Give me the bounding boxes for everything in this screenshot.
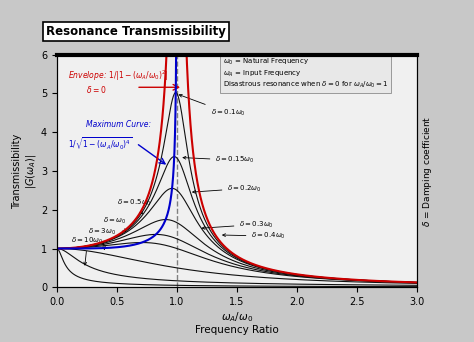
Text: Maximum Curve:: Maximum Curve:	[86, 120, 151, 129]
Text: $\delta = 3\omega_0$: $\delta = 3\omega_0$	[88, 227, 116, 250]
Text: Envelope: $1/|1-(\omega_A/\omega_0)^2|$: Envelope: $1/|1-(\omega_A/\omega_0)^2|$	[68, 69, 168, 83]
Text: $1/\sqrt{1-(\omega_A/\omega_0)^4}$: $1/\sqrt{1-(\omega_A/\omega_0)^4}$	[68, 136, 132, 153]
Text: $\delta = 0.5\omega_0$: $\delta = 0.5\omega_0$	[117, 198, 152, 214]
Text: $\delta = 10\omega_0$: $\delta = 10\omega_0$	[71, 236, 104, 265]
Text: $\delta = 0.4\omega_0$: $\delta = 0.4\omega_0$	[223, 231, 286, 241]
Text: $\delta = 0.1\omega_0$: $\delta = 0.1\omega_0$	[179, 94, 246, 118]
Text: $\delta = 0$: $\delta = 0$	[86, 84, 106, 95]
X-axis label: $\omega_A /\omega_0$
Frequency Ratio: $\omega_A /\omega_0$ Frequency Ratio	[195, 310, 279, 335]
Text: $\omega_0$ = Natural Frequency
$\omega_A$ = Input Frequency
Disastrous resonance: $\omega_0$ = Natural Frequency $\omega_A…	[223, 57, 388, 90]
Text: $\delta = 0.15\omega_0$: $\delta = 0.15\omega_0$	[183, 155, 255, 165]
Y-axis label: Transmissibility
$|G(\omega_A)|$: Transmissibility $|G(\omega_A)|$	[12, 133, 38, 209]
Y-axis label: $\delta$ = Damping coefficient: $\delta$ = Damping coefficient	[421, 115, 434, 227]
Text: $\delta = \omega_0$: $\delta = \omega_0$	[102, 215, 126, 232]
Text: $\delta = 0.2\omega_0$: $\delta = 0.2\omega_0$	[192, 183, 262, 194]
Text: Resonance Transmissibility: Resonance Transmissibility	[46, 25, 226, 38]
Text: $\delta = 0.3\omega_0$: $\delta = 0.3\omega_0$	[202, 219, 274, 229]
